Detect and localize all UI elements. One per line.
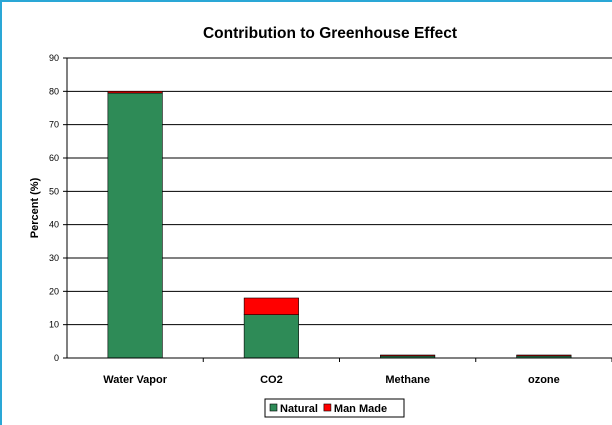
- legend: Natural Man Made: [264, 398, 405, 418]
- x-tick-labels: Water Vapor CO2 Methane ozone: [103, 374, 560, 386]
- y-axis-label: Percent (%): [29, 177, 41, 238]
- legend-label-man-made: Man Made: [334, 403, 387, 415]
- y-tick-label: 20: [49, 286, 59, 296]
- x-tick-label: Water Vapor: [103, 374, 167, 386]
- y-tick-labels: 0 10 20 30 40 50 60 70 80 90: [49, 53, 59, 363]
- legend-box: [264, 398, 405, 418]
- bar-natural: [107, 92, 163, 359]
- bar-man-made: [243, 297, 299, 315]
- legend-swatch-natural: [269, 403, 278, 412]
- bar-natural: [243, 314, 299, 359]
- axes: [63, 57, 612, 362]
- y-tick-label: 50: [49, 186, 59, 196]
- y-tick-label: 60: [49, 153, 59, 163]
- y-tick-label: 30: [49, 253, 59, 263]
- x-tick-label: CO2: [260, 374, 283, 386]
- y-tick-label: 0: [54, 353, 59, 363]
- bar-man-made: [380, 354, 436, 357]
- y-tick-label: 80: [49, 86, 59, 96]
- x-tick-label: Methane: [385, 374, 430, 386]
- y-tick-label: 90: [49, 53, 59, 63]
- legend-label-natural: Natural: [280, 403, 318, 415]
- bar-man-made: [516, 354, 572, 357]
- chart-title: Contribution to Greenhouse Effect: [203, 25, 457, 42]
- x-tick-label: ozone: [528, 374, 560, 386]
- legend-swatch-man-made: [323, 403, 332, 412]
- y-tick-label: 70: [49, 120, 59, 130]
- y-tick-label: 40: [49, 220, 59, 230]
- y-tick-label: 10: [49, 320, 59, 330]
- bar-man-made: [107, 91, 163, 94]
